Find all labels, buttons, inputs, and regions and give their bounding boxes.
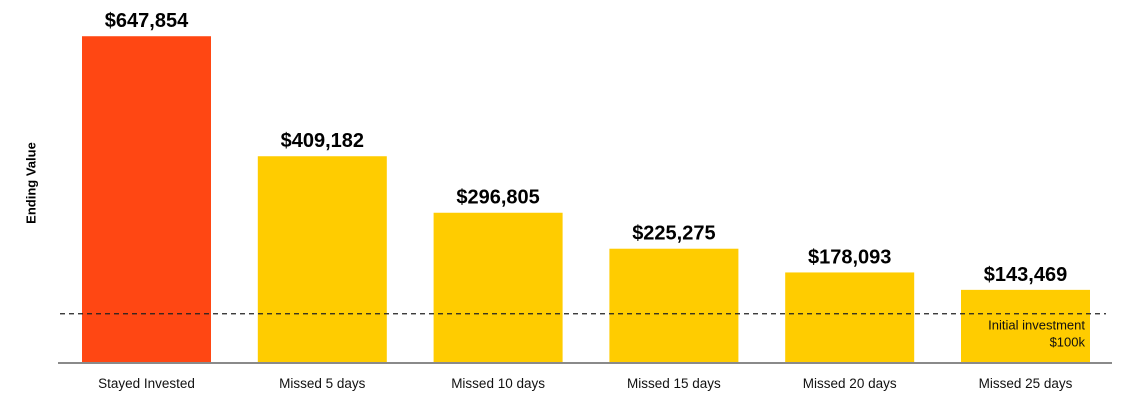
data-label-2: $409,182	[281, 130, 364, 152]
x-tick-label-1: Stayed Invested	[98, 376, 195, 391]
data-label-5: $178,093	[808, 246, 891, 268]
bar-2	[257, 156, 387, 362]
reference-line-label: Initial investment	[988, 318, 1085, 333]
bar-6	[961, 289, 1090, 362]
data-label-6: $143,469	[984, 264, 1067, 286]
x-tick-label-6: Missed 25 days	[979, 376, 1073, 391]
reference-line-value: $100k	[1050, 335, 1086, 350]
bar-3	[433, 212, 563, 362]
x-tick-label-4: Missed 15 days	[627, 376, 721, 391]
x-tick-label-5: Missed 20 days	[803, 376, 897, 391]
data-label-3: $296,805	[456, 187, 539, 209]
bar-5	[785, 272, 915, 362]
data-label-1: $647,854	[105, 10, 189, 32]
bar-1	[82, 36, 211, 363]
x-tick-label-2: Missed 5 days	[279, 376, 366, 391]
data-label-4: $225,275	[632, 223, 715, 245]
bar-4	[609, 248, 739, 362]
x-tick-label-3: Missed 10 days	[451, 376, 545, 391]
